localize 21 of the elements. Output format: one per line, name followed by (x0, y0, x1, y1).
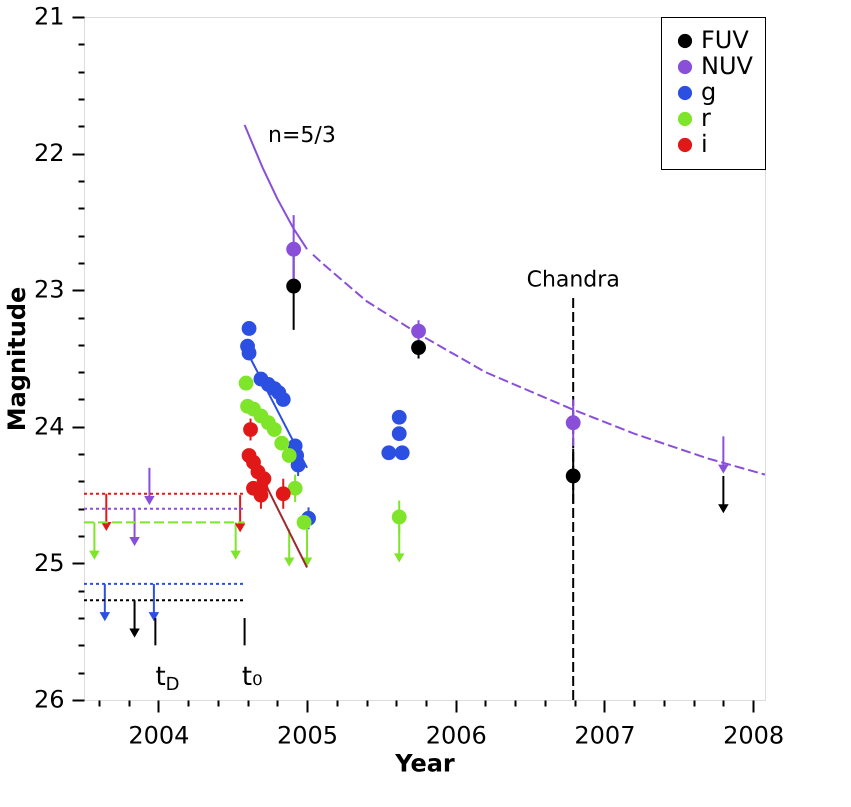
x-tick-label: 2006 (426, 722, 487, 750)
legend-label: FUV (701, 26, 750, 54)
y-tick-label: 21 (34, 2, 64, 30)
x-tick-label: 2005 (276, 722, 338, 750)
annotation: t₀ (242, 662, 263, 692)
annotation: n=5/3 (268, 123, 336, 148)
y-tick-label: 24 (34, 412, 64, 440)
x-tick-label: 2007 (574, 722, 636, 750)
legend-label: r (701, 104, 711, 132)
x-tick-label: 2004 (128, 722, 190, 750)
y-tick-label: 22 (34, 139, 64, 168)
y-tick-label: 25 (34, 548, 64, 577)
legend-label: g (701, 78, 716, 106)
y-tick-label: 23 (34, 276, 64, 304)
y-tick-label: 26 (34, 686, 64, 714)
y-axis-title: Magnitude (2, 286, 31, 432)
ref-line-label: Chandra (526, 267, 620, 292)
legend-label: i (701, 130, 708, 158)
legend-label: NUV (701, 52, 754, 80)
x-tick-label: 2008 (723, 722, 784, 750)
x-axis-title: Year (394, 750, 455, 778)
